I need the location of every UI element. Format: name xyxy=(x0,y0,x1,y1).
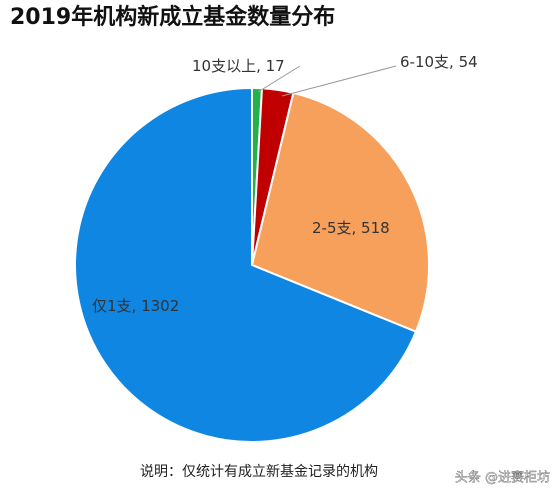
data-label-separator: , xyxy=(256,57,266,75)
data-label: 6-10支, 54 xyxy=(400,53,478,71)
data-label-separator: , xyxy=(352,219,362,237)
data-label-category: 2-5支 xyxy=(312,219,352,237)
data-label: 2-5支, 518 xyxy=(312,219,390,237)
data-label-category: 仅1支 xyxy=(92,297,132,315)
data-label: 仅1支, 1302 xyxy=(92,297,179,315)
note: 说明：仅统计有成立新基金记录的机构 xyxy=(140,463,378,480)
pie: 10支以上, 17 6-10支, 54 2-5支, 518 仅1支, 1302 xyxy=(74,53,478,443)
data-label-category: 6-10支 xyxy=(400,53,449,71)
data-label-value: 518 xyxy=(361,219,390,237)
data-label: 10支以上, 17 xyxy=(192,57,285,75)
data-label-category: 10支以上 xyxy=(192,57,256,75)
data-label-value: 17 xyxy=(266,57,285,75)
data-label-value: 54 xyxy=(459,53,478,71)
pie-slice xyxy=(250,91,430,333)
leader-line xyxy=(281,65,397,97)
leader-line xyxy=(257,65,301,93)
chart-title: 2019年机构新成立基金数量分布 xyxy=(10,4,335,30)
pie-slice xyxy=(74,86,418,443)
data-label-value: 1302 xyxy=(141,297,179,315)
watermark: 头条 @进赛柜坊 xyxy=(455,470,550,486)
data-label-separator: , xyxy=(132,297,142,315)
data-label-separator: , xyxy=(449,53,459,71)
